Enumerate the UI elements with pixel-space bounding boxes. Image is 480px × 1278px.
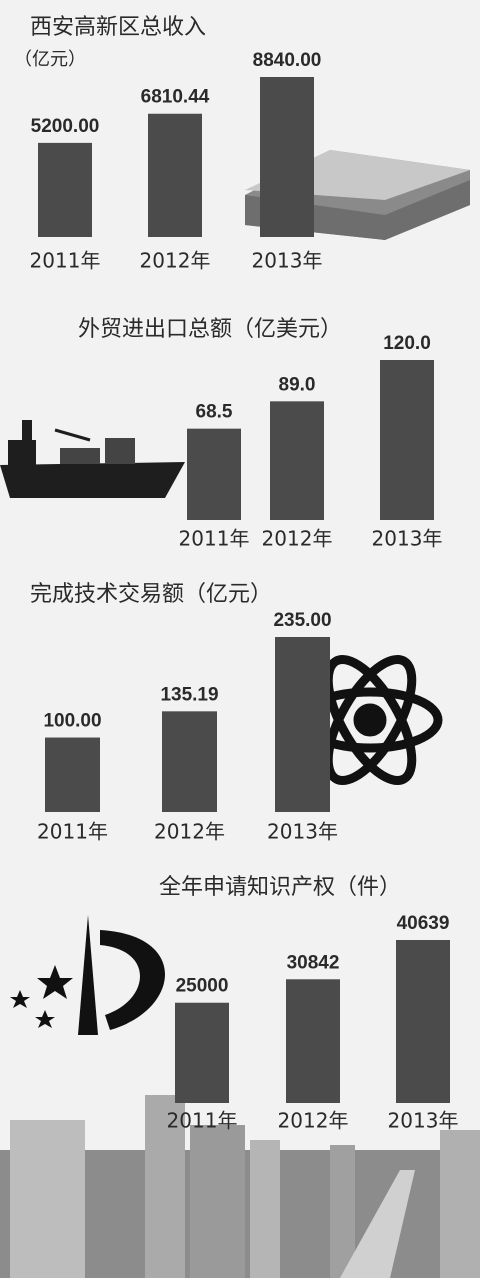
value-label: 68.5 [196, 402, 233, 423]
category-label: 2012年 [278, 1109, 349, 1133]
category-label: 2011年 [30, 249, 101, 273]
category-label: 2011年 [167, 1109, 238, 1133]
category-label: 2012年 [262, 527, 333, 551]
ip-emblem [10, 915, 165, 1035]
value-label: 100.00 [43, 711, 101, 732]
value-label: 8840.00 [253, 50, 322, 71]
value-label: 235.00 [273, 610, 331, 631]
bar [45, 738, 100, 812]
value-label: 135.19 [160, 684, 218, 705]
category-label: 2012年 [154, 820, 225, 844]
category-label: 2013年 [252, 249, 323, 273]
value-label: 40639 [397, 913, 450, 934]
bar [148, 114, 202, 237]
category-label: 2013年 [267, 820, 338, 844]
category-label: 2011年 [179, 527, 250, 551]
bar [286, 979, 340, 1103]
infographic: 西安高新区总收入 （亿元） 5200.00 2011年 6810.44 2012年 8840… [0, 0, 480, 1278]
category-label: 2011年 [37, 820, 108, 844]
chart-title: 全年申请知识产权（件） [159, 875, 401, 900]
chart-title: 外贸进出口总额（亿美元） [78, 317, 342, 342]
bar [275, 637, 330, 812]
chart-subtitle: （亿元） [14, 49, 86, 70]
value-label: 25000 [176, 976, 229, 997]
bar [396, 940, 450, 1103]
bar [380, 360, 434, 520]
bar [260, 77, 314, 237]
ship-illustration [0, 420, 185, 498]
category-label: 2013年 [388, 1109, 459, 1133]
chart-title: 西安高新区总收入 [30, 15, 206, 40]
value-label: 89.0 [279, 374, 316, 395]
bar [187, 429, 241, 520]
value-label: 120.0 [383, 333, 431, 354]
value-label: 30842 [287, 952, 340, 973]
category-label: 2012年 [140, 249, 211, 273]
bar [175, 1003, 229, 1103]
value-label: 5200.00 [31, 116, 100, 137]
bar [270, 401, 324, 520]
bar [162, 711, 217, 812]
value-label: 6810.44 [141, 87, 210, 108]
bar [38, 143, 92, 237]
category-label: 2013年 [372, 527, 443, 551]
chart-title: 完成技术交易额（亿元） [30, 582, 272, 607]
